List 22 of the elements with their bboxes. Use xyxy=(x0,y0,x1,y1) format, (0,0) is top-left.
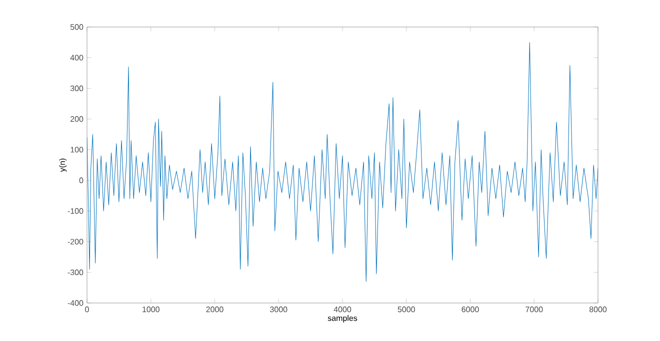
y-tick-label: 300 xyxy=(70,86,84,92)
x-tick-label: 0 xyxy=(85,306,89,312)
y-axis-title: y(n) xyxy=(59,158,67,172)
line-series xyxy=(87,42,598,282)
x-tick-label: 7000 xyxy=(526,306,543,312)
x-tick-label: 3000 xyxy=(270,306,288,312)
x-tick-label: 5000 xyxy=(398,306,415,312)
y-tick-label: -300 xyxy=(68,270,84,276)
y-tick-label: -400 xyxy=(68,300,84,306)
y-tick-label: -200 xyxy=(68,238,84,244)
y-tick-label: 400 xyxy=(70,54,84,61)
x-tick-label: 8000 xyxy=(589,306,607,312)
x-tick-label: 6000 xyxy=(462,306,479,312)
y-tick-label: 200 xyxy=(70,116,84,122)
y-tick-label: 0 xyxy=(79,178,84,184)
y-tick-label: -100 xyxy=(68,208,84,214)
x-axis-title: samples xyxy=(328,315,358,323)
y-tick-label: 500 xyxy=(70,24,84,30)
x-tick-label: 2000 xyxy=(206,306,224,312)
x-tick-label: 4000 xyxy=(334,306,352,312)
y-tick-label: 100 xyxy=(70,146,84,153)
x-tick-label: 1000 xyxy=(142,306,160,312)
